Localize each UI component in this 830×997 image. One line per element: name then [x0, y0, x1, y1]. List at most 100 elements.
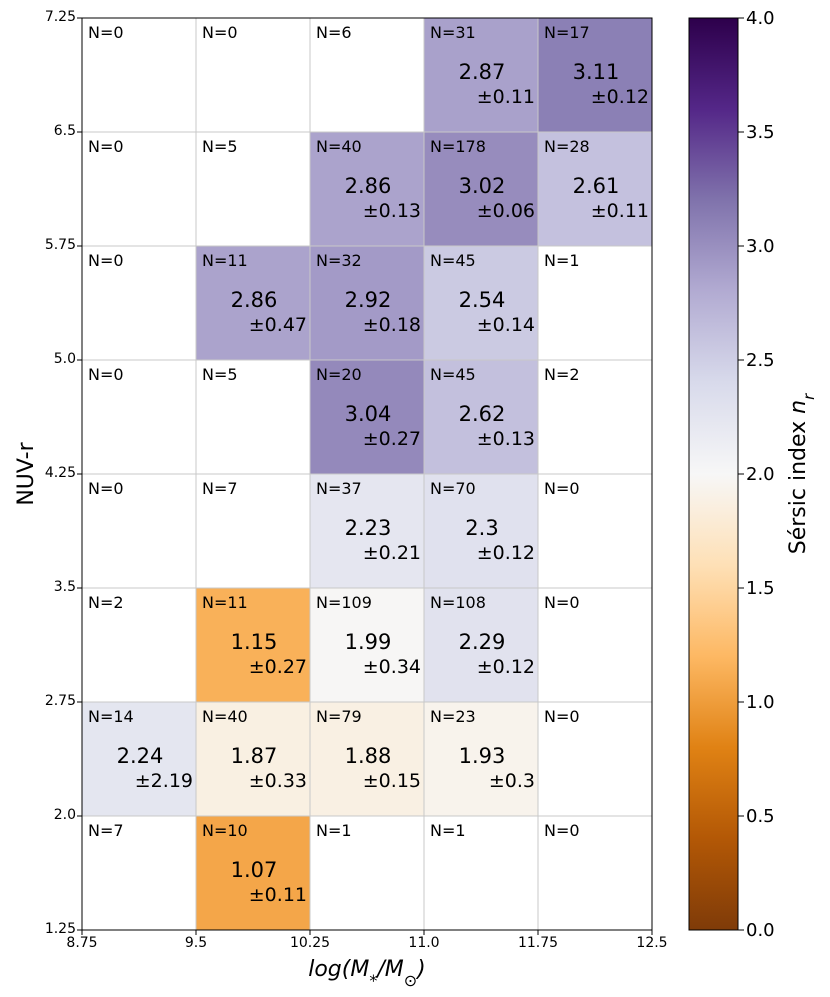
x-tick-label: 12.5 [636, 935, 667, 951]
y-tick-label: 4.25 [45, 465, 76, 481]
colorbar-title-main: Sérsic index [786, 414, 811, 554]
cell-count-label: N=0 [202, 23, 238, 42]
cell-mean-label: 3.11 [573, 60, 620, 84]
cell-error-label: ±0.27 [363, 428, 421, 450]
heatmap-cell [538, 246, 652, 360]
colorbar-tick-label: 3.5 [746, 122, 775, 143]
colorbar-tick-label: 1.0 [746, 692, 775, 713]
cell-error-label: ±2.19 [135, 770, 193, 792]
y-tick-label: 5.75 [45, 237, 76, 253]
cell-mean-label: 2.23 [345, 516, 392, 540]
heatmap-cell [310, 702, 424, 816]
cell-count-label: N=0 [544, 479, 580, 498]
y-tick-label: 2.0 [54, 807, 76, 823]
heatmap-cell [538, 132, 652, 246]
cell-error-label: ±0.11 [477, 86, 535, 108]
heatmap-cell [310, 474, 424, 588]
heatmap-cell [538, 588, 652, 702]
heatmap-cell [196, 474, 310, 588]
heatmap-cell [196, 816, 310, 930]
cell-error-label: ±0.12 [477, 542, 535, 564]
colorbar-tick-label: 2.0 [746, 464, 775, 485]
heatmap-cell [310, 246, 424, 360]
cell-count-label: N=31 [430, 23, 476, 42]
heatmap-cell [196, 702, 310, 816]
cell-count-label: N=7 [202, 479, 238, 498]
cell-count-label: N=11 [202, 251, 248, 270]
colorbar-tick-label: 4.0 [746, 8, 775, 29]
cell-count-label: N=0 [88, 479, 124, 498]
colorbar-title-var: n [786, 400, 811, 414]
cell-mean-label: 2.92 [345, 288, 392, 312]
heatmap-cell [424, 18, 538, 132]
cell-count-label: N=2 [544, 365, 580, 384]
heatmap-cell [310, 588, 424, 702]
grid-lines [82, 18, 652, 930]
cell-mean-label: 1.93 [459, 744, 506, 768]
cell-count-label: N=0 [88, 23, 124, 42]
cell-error-label: ±0.11 [591, 200, 649, 222]
cell-error-label: ±0.47 [249, 314, 307, 336]
heatmap-cell [82, 702, 196, 816]
cell-mean-label: 2.29 [459, 630, 506, 654]
cell-count-label: N=40 [202, 707, 248, 726]
heatmap-cell [424, 132, 538, 246]
cell-error-label: ±0.15 [363, 770, 421, 792]
cell-error-label: ±0.33 [249, 770, 307, 792]
heatmap-cell [82, 18, 196, 132]
cell-mean-label: 2.61 [573, 174, 620, 198]
cell-count-label: N=2 [88, 593, 124, 612]
cell-count-label: N=28 [544, 137, 590, 156]
heatmap-cell [82, 816, 196, 930]
x-axis-title: log(M*/M⊙) [308, 957, 426, 990]
cell-count-label: N=45 [430, 365, 476, 384]
cell-count-label: N=0 [88, 365, 124, 384]
cell-count-label: N=45 [430, 251, 476, 270]
cell-mean-label: 1.15 [231, 630, 278, 654]
heatmap-cell [538, 18, 652, 132]
cell-mean-label: 1.07 [231, 858, 278, 882]
cell-count-label: N=0 [544, 707, 580, 726]
heatmap-cell [310, 132, 424, 246]
heatmap-cell [538, 816, 652, 930]
cell-count-label: N=10 [202, 821, 248, 840]
colorbar-tick-label: 0.5 [746, 806, 775, 827]
heatmap-cell [196, 18, 310, 132]
cell-count-label: N=1 [316, 821, 352, 840]
heatmap-cell [196, 246, 310, 360]
colorbar-ticks: 0.0 0.5 1.0 1.5 2.0 2.5 3.0 3.5 4.0 [738, 8, 775, 941]
cell-count-label: N=0 [88, 251, 124, 270]
cell-mean-label: 2.86 [345, 174, 392, 198]
x-axis-title-sub2: ⊙ [404, 971, 417, 990]
cell-error-label: ±0.27 [249, 656, 307, 678]
heatmap-cell [310, 816, 424, 930]
cell-count-label: N=5 [202, 365, 238, 384]
cell-mean-label: 2.86 [231, 288, 278, 312]
y-tick-label: 3.5 [54, 579, 76, 595]
cell-error-label: ±0.12 [477, 656, 535, 678]
cell-count-label: N=37 [316, 479, 362, 498]
heatmap-cell [538, 474, 652, 588]
x-tick-label: 11.75 [518, 935, 558, 951]
colorbar-tick-label: 3.0 [746, 236, 775, 257]
cell-count-label: N=40 [316, 137, 362, 156]
cell-labels: N=0 N=0 N=6 N=312.87±0.11N=173.11±0.12N=0 N=… [88, 23, 649, 906]
cell-error-label: ±0.3 [489, 770, 535, 792]
cell-error-label: ±0.13 [477, 428, 535, 450]
y-axis-title: NUV-r [14, 441, 39, 505]
colorbar-tick-label: 0.0 [746, 920, 775, 941]
cell-count-label: N=1 [430, 821, 466, 840]
cell-mean-label: 2.24 [117, 744, 164, 768]
x-axis-title-post: ) [415, 957, 426, 982]
cell-mean-label: 2.87 [459, 60, 506, 84]
cell-error-label: ±0.06 [477, 200, 535, 222]
heatmap-cell [424, 816, 538, 930]
cell-mean-label: 2.62 [459, 402, 506, 426]
cell-mean-label: 1.87 [231, 744, 278, 768]
y-tick-label: 5.0 [54, 351, 76, 367]
cell-count-label: N=5 [202, 137, 238, 156]
heatmap-cell [424, 360, 538, 474]
cell-count-label: N=23 [430, 707, 476, 726]
cell-error-label: ±0.18 [363, 314, 421, 336]
